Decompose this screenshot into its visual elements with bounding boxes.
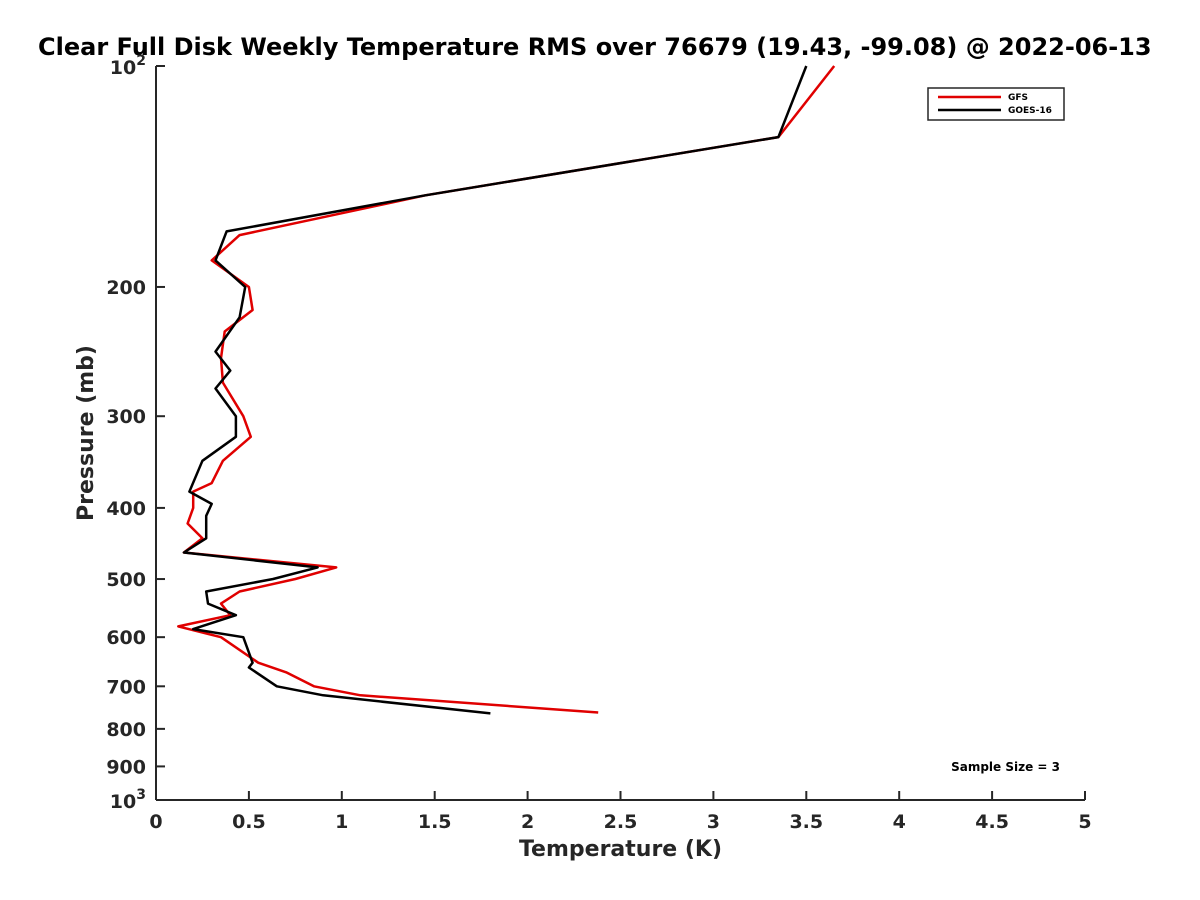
x-tick-label: 3 (707, 811, 720, 833)
x-tick-label: 5 (1078, 811, 1091, 833)
x-axis-label: Temperature (K) (519, 837, 722, 862)
y-tick-label: 300 (106, 406, 146, 428)
y-tick-label: 400 (106, 498, 146, 520)
y-axis-label: Pressure (mb) (74, 345, 99, 521)
x-tick-label: 1 (335, 811, 348, 833)
plot-background (156, 66, 1085, 800)
sample-size-note: Sample Size = 3 (951, 760, 1060, 774)
x-tick-label: 4.5 (975, 811, 1009, 833)
y-tick-label: 600 (106, 627, 146, 649)
chart-title: Clear Full Disk Weekly Temperature RMS o… (38, 33, 1152, 61)
x-tick-label: 1.5 (418, 811, 452, 833)
x-tick-label: 3.5 (789, 811, 823, 833)
x-axis-ticks: 0 0.5 1 1.5 2 2.5 3 3.5 4 4.5 5 (149, 791, 1092, 833)
legend-entry: GFS (1008, 93, 1028, 103)
y-tick-label: 200 (106, 277, 146, 299)
series-line-goes-16 (182, 65, 808, 715)
y-tick-label: 700 (106, 676, 146, 698)
x-tick-label: 4 (893, 811, 906, 833)
x-tick-label: 0.5 (232, 811, 266, 833)
series-layer (177, 65, 836, 715)
y-decade-tick-label: 103 (110, 787, 146, 813)
x-tick-label: 0 (149, 811, 162, 833)
y-tick-label: 900 (106, 756, 146, 778)
plot-area (155, 65, 1085, 801)
y-axis-ticks: 200 300 400 500 600 700 800 900 102 103 (106, 53, 165, 813)
y-tick-label: 800 (106, 719, 146, 741)
x-tick-label: 2 (521, 811, 534, 833)
y-tick-label: 500 (106, 569, 146, 591)
legend: GFS GOES-16 (927, 87, 1065, 121)
legend-box (927, 87, 1065, 121)
legend-entry: GOES-16 (1008, 106, 1052, 116)
x-tick-label: 2.5 (604, 811, 638, 833)
series-line-gfs (177, 65, 836, 714)
y-decade-tick-label: 102 (110, 53, 146, 79)
